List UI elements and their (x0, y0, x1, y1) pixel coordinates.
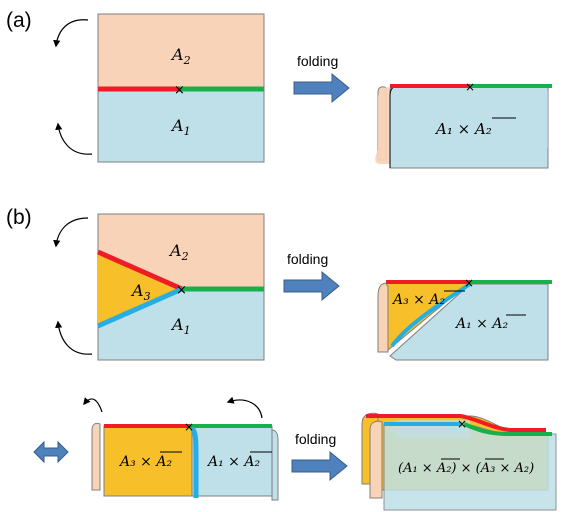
product-label-b-blue: A₁ × A₂ (454, 316, 508, 332)
square-a: × A2 A1 (97, 13, 265, 163)
product-label-bottom-yellow: A₃ × A₂ (118, 454, 172, 470)
folding-arrow-b (283, 270, 340, 302)
folded-result-b: × A₃ × A₂ A₁ × A₂ (377, 276, 552, 361)
folding-arrow-a (293, 72, 350, 104)
double-arrow (33, 440, 69, 464)
svg-text:×: × (457, 417, 467, 431)
region-label-b-a2: A2 (168, 241, 189, 263)
region-label-a2: A2 (170, 45, 191, 67)
folded-result-a: × A₁ × A₂ (375, 80, 552, 169)
folding-arrow-bottom (291, 450, 348, 482)
svg-text:×: × (464, 276, 474, 290)
product-label-final: (A₁ × A₂) × (A₃ × A₂) (398, 461, 534, 476)
svg-text:×: × (465, 80, 475, 94)
panel-label-a: (a) (6, 9, 32, 32)
svg-text:×: × (174, 83, 185, 98)
region-label-a1: A1 (170, 116, 191, 138)
folding-text-b: folding (287, 251, 328, 267)
unfold-curve-arrow-left (83, 397, 103, 413)
product-label-b-yellow: A₃ × A₂ (391, 292, 445, 308)
folding-text-a: folding (297, 53, 338, 69)
product-label-bottom-blue: A₁ × A₂ (206, 454, 260, 470)
folding-text-bottom: folding (295, 431, 336, 447)
fold-curve-arrow-bottom (55, 122, 93, 155)
product-label-a: A₁ × A₂ (434, 120, 492, 138)
square-b: × A2 A3 A1 (96, 213, 265, 361)
region-label-b-a1: A1 (170, 315, 191, 337)
fold-curve-arrow-top (53, 19, 89, 48)
svg-text:×: × (176, 283, 187, 298)
svg-text:×: × (184, 420, 194, 434)
panel-label-b: (b) (6, 206, 32, 229)
unfold-curve-arrow-right (226, 396, 263, 419)
fold-curve-arrow-bottom-b (55, 320, 93, 355)
region-label-b-a3: A3 (130, 281, 151, 303)
half-folded-b: × A₃ × A₂ A₁ × A₂ (91, 420, 279, 501)
fold-curve-arrow-top-b (53, 217, 89, 248)
fully-folded-result: × (A₁ × A₂) × (A₃ × A₂) (361, 412, 557, 511)
